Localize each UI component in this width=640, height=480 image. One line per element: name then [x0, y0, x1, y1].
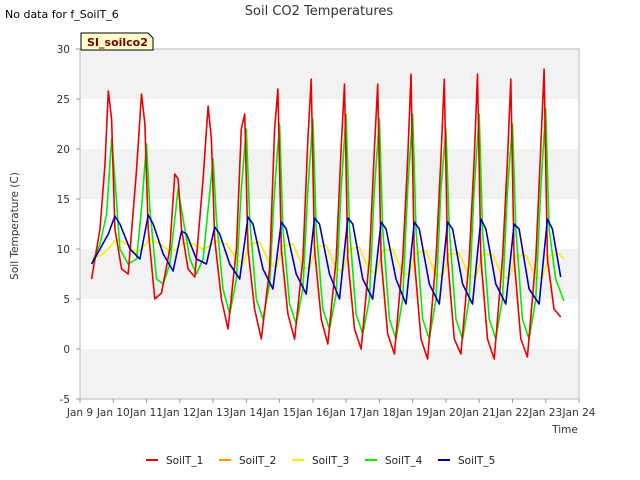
- x-tick-label: Jan 10: [96, 407, 130, 419]
- x-tick-label: Jan 12: [162, 407, 196, 419]
- x-tick-label: Jan 20: [428, 407, 462, 419]
- x-axis-ticks: Jan 9 Jan 10 Jan 11 Jan 12 Jan 13 Jan 14 Jan 1…: [66, 399, 596, 419]
- legend-label: SoilT_2: [239, 455, 276, 467]
- plot-frame: [79, 48, 580, 400]
- series-line-soilt-3: [91, 238, 565, 279]
- site-label-text: SI_soilco2: [87, 36, 148, 49]
- grid-band: [80, 99, 579, 149]
- chart-title: Soil CO2 Temperatures: [245, 4, 394, 19]
- x-tick-label: Jan 17: [329, 407, 363, 419]
- site-label-box: SI_soilco2: [80, 32, 154, 51]
- legend-label: SoilT_4: [385, 455, 423, 467]
- x-tick-label: Jan 24: [562, 407, 596, 419]
- x-tick-label: Jan 11: [129, 407, 163, 419]
- series-line-soilt-5: [90, 214, 562, 305]
- x-tick-label: Jan 23: [528, 407, 562, 419]
- site-label-frame: [80, 32, 154, 51]
- y-axis-ticks: -5 0 5 10 15 20 25 30: [57, 44, 80, 406]
- grid-bands: [80, 49, 579, 399]
- grid-band: [80, 349, 579, 399]
- legend-label: SoilT_3: [312, 455, 349, 467]
- x-tick-label: Jan 15: [262, 407, 296, 419]
- x-tick-label: Jan 9: [66, 407, 93, 419]
- y-axis-label: Soil Temperature (C): [9, 172, 21, 280]
- grid-band: [80, 199, 579, 249]
- y-tick-label: 20: [57, 144, 70, 156]
- x-tick-label: Jan 19: [395, 407, 429, 419]
- y-tick-label: 5: [63, 294, 70, 306]
- y-tick-label: -5: [60, 394, 70, 406]
- x-tick-label: Jan 21: [462, 407, 496, 419]
- no-data-note: No data for f_SoilT_6: [5, 8, 119, 21]
- y-tick-label: 25: [57, 94, 70, 106]
- legend-label: SoilT_5: [458, 455, 495, 467]
- series-layer: [90, 68, 565, 360]
- x-tick-label: Jan 13: [196, 407, 230, 419]
- x-tick-label: Jan 14: [229, 407, 263, 419]
- grid-band: [80, 49, 579, 99]
- y-tick-label: 0: [63, 344, 70, 356]
- y-tick-label: 15: [57, 194, 70, 206]
- legend-label: SoilT_1: [166, 455, 203, 467]
- x-tick-label: Jan 22: [495, 407, 529, 419]
- x-tick-label: Jan 18: [362, 407, 396, 419]
- x-tick-label: Jan 16: [295, 407, 329, 419]
- y-tick-label: 10: [57, 244, 70, 256]
- y-tick-label: 30: [57, 44, 70, 56]
- legend: SoilT_1 SoilT_2 SoilT_3 SoilT_4 SoilT_5: [146, 455, 495, 467]
- grid-band: [80, 149, 579, 199]
- x-axis-label: Time: [551, 424, 578, 436]
